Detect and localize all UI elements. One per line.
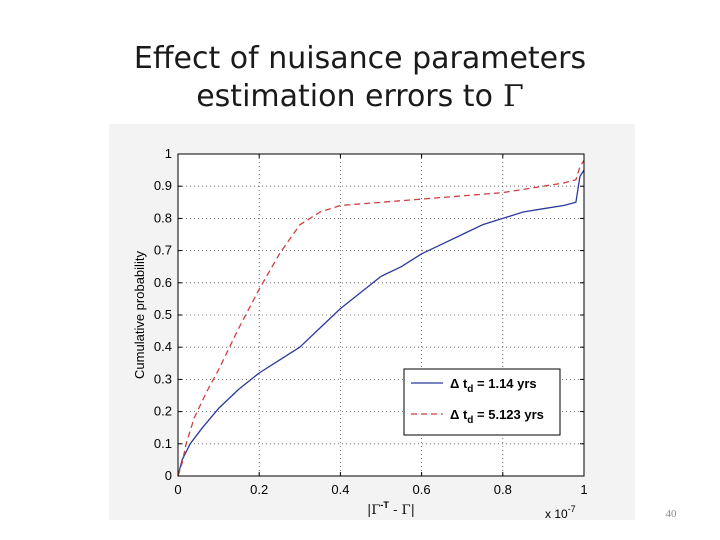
- y-tick-label: 1: [165, 146, 172, 161]
- y-tick-label: 0.4: [154, 339, 172, 354]
- cumulative-probability-chart: 0 0.2 0.4 0.6 0.8 1 0 0.1 0.2 0.3 0.4 0.5 0.6 0.7 0.8…: [132, 146, 588, 520]
- legend-value-2: = 5.123 yrs: [473, 407, 543, 422]
- slide-title-line-1: Effect of nuisance parameters: [133, 41, 587, 76]
- x-label-gamma-2: Γ: [402, 503, 411, 518]
- x-multiplier-exponent: -7: [568, 504, 576, 514]
- gamma-symbol: Γ: [502, 79, 524, 114]
- legend-label-series-2: Δ td = 5.123 yrs: [450, 407, 544, 426]
- y-axis-label: Cumulative probability: [132, 251, 147, 379]
- x-tick-label: 1: [580, 482, 587, 497]
- y-tick-label: 0.1: [154, 436, 172, 451]
- x-tick-label: 0.8: [494, 482, 512, 497]
- slide-title: Effect of nuisance parameters estimation…: [60, 40, 660, 116]
- slide-title-line-2: estimation errors to Γ: [60, 78, 660, 116]
- x-axis-multiplier: x 10-7: [545, 504, 576, 520]
- series-line-1: [177, 169, 585, 477]
- y-tick-label: 0.5: [154, 307, 172, 322]
- y-tick-label: 0.7: [154, 243, 172, 258]
- x-label-gamma-1: Γ: [371, 503, 380, 518]
- slide-title-line-2-text: estimation errors to: [196, 79, 493, 114]
- x-axis-ticks: 0 0.2 0.4 0.6 0.8 1: [174, 154, 588, 497]
- x-tick-label: 0.4: [331, 482, 349, 497]
- x-tick-label: 0: [174, 482, 181, 497]
- figure-panel: 0 0.2 0.4 0.6 0.8 1 0 0.1 0.2 0.3 0.4 0.5 0.6 0.7 0.8…: [109, 124, 635, 520]
- x-label-minus: -: [389, 503, 402, 518]
- legend: Δ td = 1.14 yrs Δ td = 5.123 yrs: [403, 368, 561, 436]
- x-axis-label: |Γ-T - Γ|: [367, 500, 415, 518]
- x-tick-label: 0.6: [413, 482, 431, 497]
- page-number: 40: [665, 508, 677, 520]
- y-tick-label: 0.2: [154, 404, 172, 419]
- legend-subscript-1: d: [467, 384, 473, 395]
- x-tick-label: 0.2: [250, 482, 268, 497]
- legend-value-1: = 1.14 yrs: [473, 376, 536, 391]
- y-tick-label: 0.8: [154, 210, 172, 225]
- data-series: [177, 160, 585, 477]
- legend-box: [403, 368, 561, 436]
- y-tick-label: 0.9: [154, 178, 172, 193]
- y-axis-ticks: 0 0.1 0.2 0.3 0.4 0.5 0.6 0.7 0.8 0.9 1: [154, 146, 584, 483]
- x-label-exponent: -T: [380, 500, 389, 510]
- y-tick-label: 0: [165, 468, 172, 483]
- series-line-2: [177, 160, 585, 477]
- y-tick-label: 0.3: [154, 371, 172, 386]
- legend-subscript-2: d: [467, 415, 473, 426]
- y-tick-label: 0.6: [154, 275, 172, 290]
